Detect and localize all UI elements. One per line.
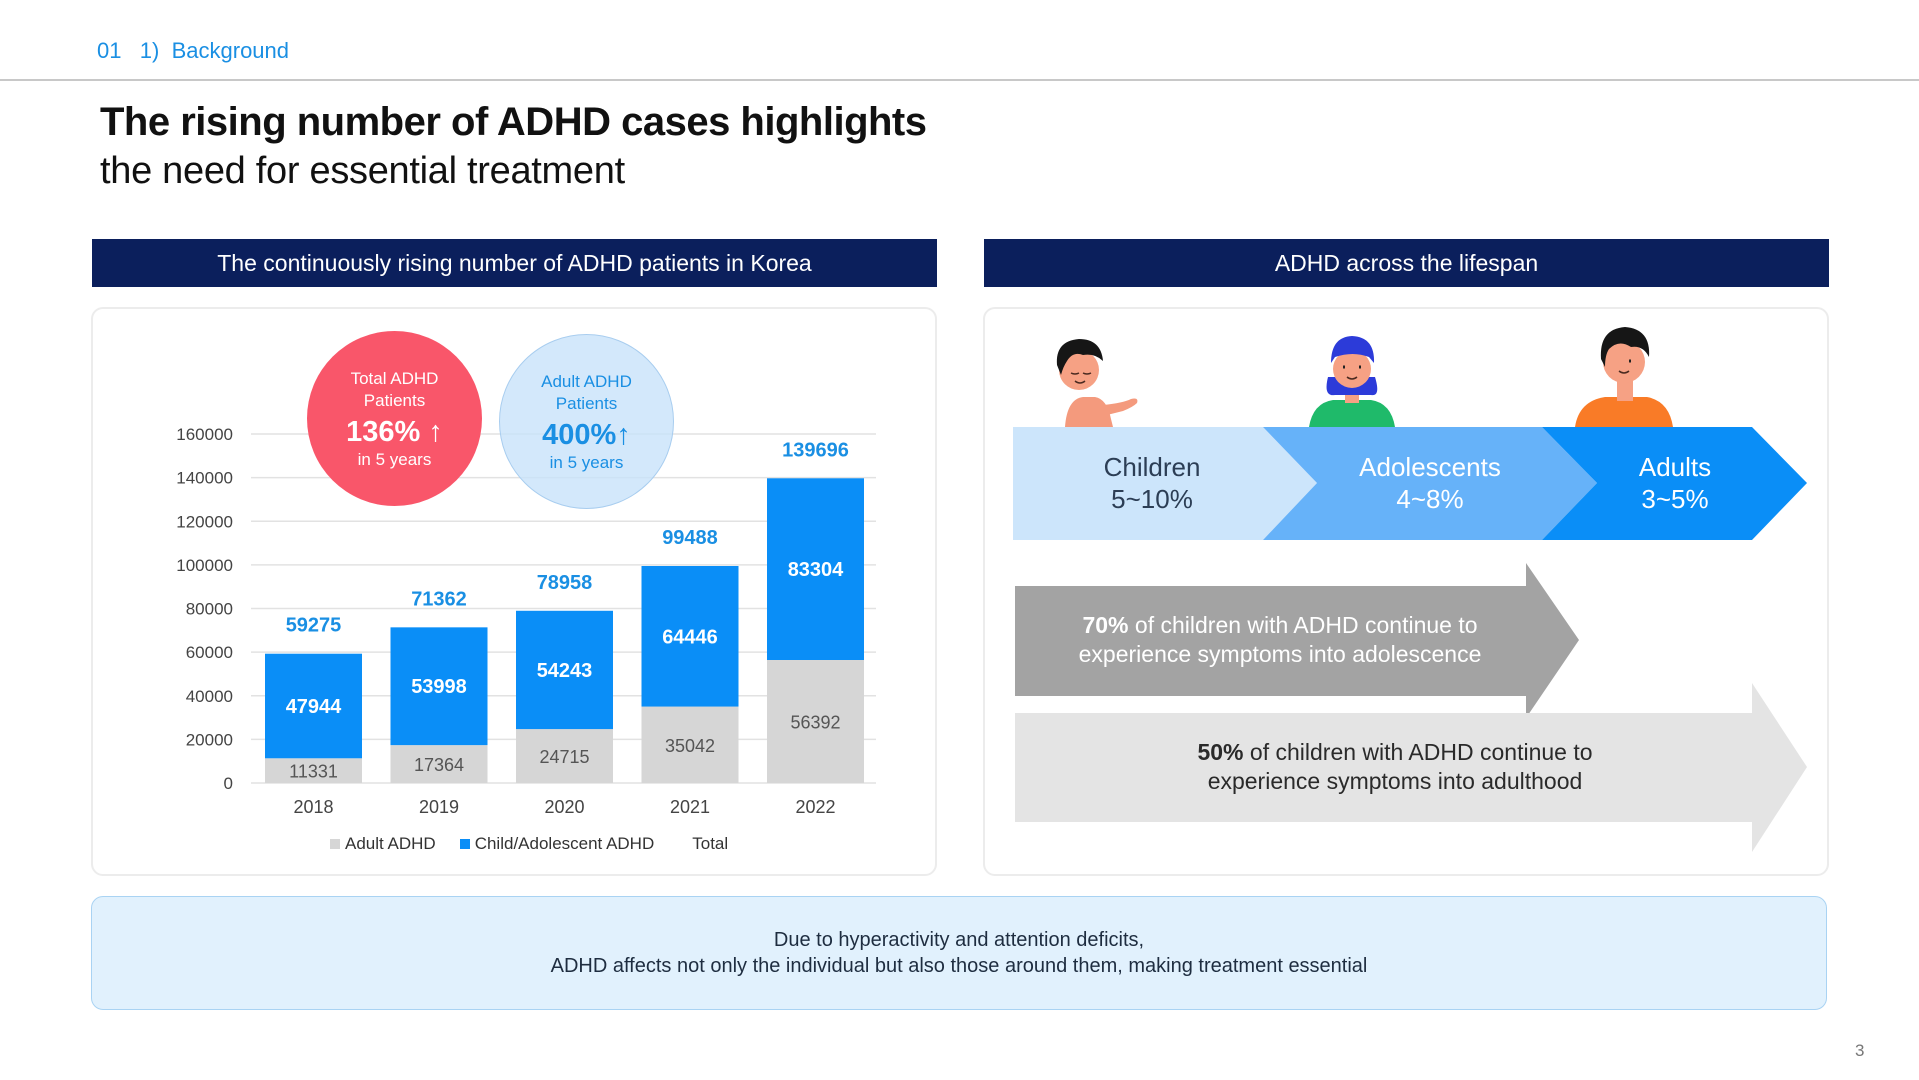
y-axis-ticks: 0 20000 40000 60000 80000 100000 120000 140000 1… [176,425,233,793]
data-label-child-adolescent: 64446 [662,626,718,648]
legend-item-child: Child/Adolescent ADHD [459,834,655,854]
y-tick-label: 60000 [186,643,233,662]
stage-range: 4~8% [1396,484,1464,514]
bubble-label: Patients [363,390,426,410]
data-label-total: 71362 [411,588,467,610]
bar-adult [767,659,864,783]
bubble-subtext: in 5 years [549,452,624,472]
stage-label-adults: Adults 3~5% [1565,451,1785,515]
bubble-value: 136% ↑ [346,415,443,448]
stage-name: Adolescents [1359,452,1501,482]
data-label-adult: 17364 [414,755,464,775]
x-tick-label: 2020 [544,797,584,817]
data-labels: 11331 47944 59275 17364 53998 71362 24715 54243… [286,439,849,781]
bubble-value: 400%↑ [542,418,631,451]
page-number: 3 [1855,1041,1865,1060]
bar-child-adolescent [767,478,864,660]
stage-chevron-adolescents [1263,427,1597,540]
y-tick-label: 120000 [176,512,233,531]
data-label-child-adolescent: 47944 [286,696,342,718]
data-label-adult: 11331 [289,762,338,782]
data-label-total: 99488 [662,527,718,549]
lifespan-diagram [1013,327,1807,852]
persistence-text-adulthood: 50% of children with ADHD continue to ex… [1130,738,1660,796]
summary-note-line2: ADHD affects not only the individual but… [550,955,1368,977]
persistence-text-adolescence: 70% of children with ADHD continue to ex… [1030,611,1530,669]
adolescent-figure-icon [1309,336,1395,427]
legend-label: Total [692,834,729,853]
y-tick-label: 140000 [176,469,233,488]
stage-label-adolescents: Adolescents 4~8% [1320,451,1540,515]
y-tick-label: 80000 [186,600,233,619]
bar-adult [516,729,613,783]
lifespan-panel-header: ADHD across the lifespan [984,239,1829,287]
stage-name: Children [1103,452,1201,482]
data-label-adult: 56392 [790,712,840,732]
legend-label: Child/Adolescent ADHD [474,834,655,853]
bar-adult [265,758,362,783]
persistence-arrow-adulthood [1015,683,1807,852]
stage-name: Adults [1638,452,1712,482]
bubble-label: Total ADHD [350,368,439,388]
bar-child-adolescent [641,565,739,707]
persistence-percent: 50% [1197,739,1244,765]
legend-swatch-blue [459,839,470,849]
legend-item-total: Total [692,834,728,854]
persistence-line1: of children with ADHD continue to [1243,739,1593,765]
data-label-total: 59275 [286,615,342,637]
bars [265,478,864,783]
stage-chevron-adults [1542,427,1807,540]
adult-growth-bubble: Adult ADHD Patients 400%↑ in 5 years [499,334,674,509]
persistence-line1: of children with ADHD continue to [1128,612,1478,638]
summary-note-line1: Due to hyperactivity and attention defic… [773,929,1145,951]
y-tick-label: 100000 [176,556,233,575]
section-label: 01 1) Background [97,38,290,63]
child-figure-icon [1056,339,1138,427]
page-subtitle: the need for essential treatment [100,150,625,192]
stage-range: 3~5% [1641,484,1709,514]
x-tick-label: 2019 [419,797,459,817]
y-tick-label: 40000 [186,687,233,706]
x-tick-label: 2022 [795,797,835,817]
bar-child-adolescent [265,653,362,759]
stage-range: 5~10% [1111,484,1193,514]
data-label-child-adolescent: 53998 [411,676,467,698]
persistence-arrow-adolescence [1015,563,1579,718]
bar-adult [641,706,739,783]
bar-child-adolescent [516,610,613,730]
data-label-adult: 35042 [665,736,715,756]
persistence-percent: 70% [1082,612,1129,638]
x-tick-label: 2021 [670,797,710,817]
data-label-total: 139696 [782,439,849,461]
data-label-child-adolescent: 83304 [788,559,844,581]
total-growth-bubble: Total ADHD Patients 136% ↑ in 5 years [307,331,482,506]
bubble-label: Patients [555,393,618,413]
header-divider [0,79,1919,81]
stage-label-children: Children 5~10% [1042,451,1262,515]
x-tick-label: 2018 [293,797,333,817]
legend-swatch-gray [330,839,340,849]
legend-label: Adult ADHD [345,834,436,853]
bubble-label: Adult ADHD [541,371,632,391]
data-label-child-adolescent: 54243 [537,660,593,682]
bubble-subtext: in 5 years [357,449,432,469]
page-title: The rising number of ADHD cases highligh… [100,100,927,144]
chart-panel-header: The continuously rising number of ADHD p… [92,239,937,287]
summary-note-box: Due to hyperactivity and attention defic… [91,896,1827,1010]
y-tick-label: 160000 [176,425,233,444]
data-label-total: 78958 [537,572,593,594]
data-label-adult: 24715 [539,747,589,767]
adult-figure-icon [1575,327,1673,427]
chart-legend: Adult ADHD Child/Adolescent ADHD Total [330,834,728,854]
x-axis-ticks: 2018 2019 2020 2021 2022 [293,797,835,817]
y-tick-label: 0 [224,774,233,793]
y-tick-label: 20000 [186,730,233,749]
persistence-line2: experience symptoms into adolescence [1078,641,1482,667]
stage-chevron-children [1013,427,1317,540]
bar-child-adolescent [390,627,488,746]
legend-item-adult: Adult ADHD [330,834,436,854]
persistence-line2: experience symptoms into adulthood [1207,768,1583,794]
bar-adult [390,745,488,783]
